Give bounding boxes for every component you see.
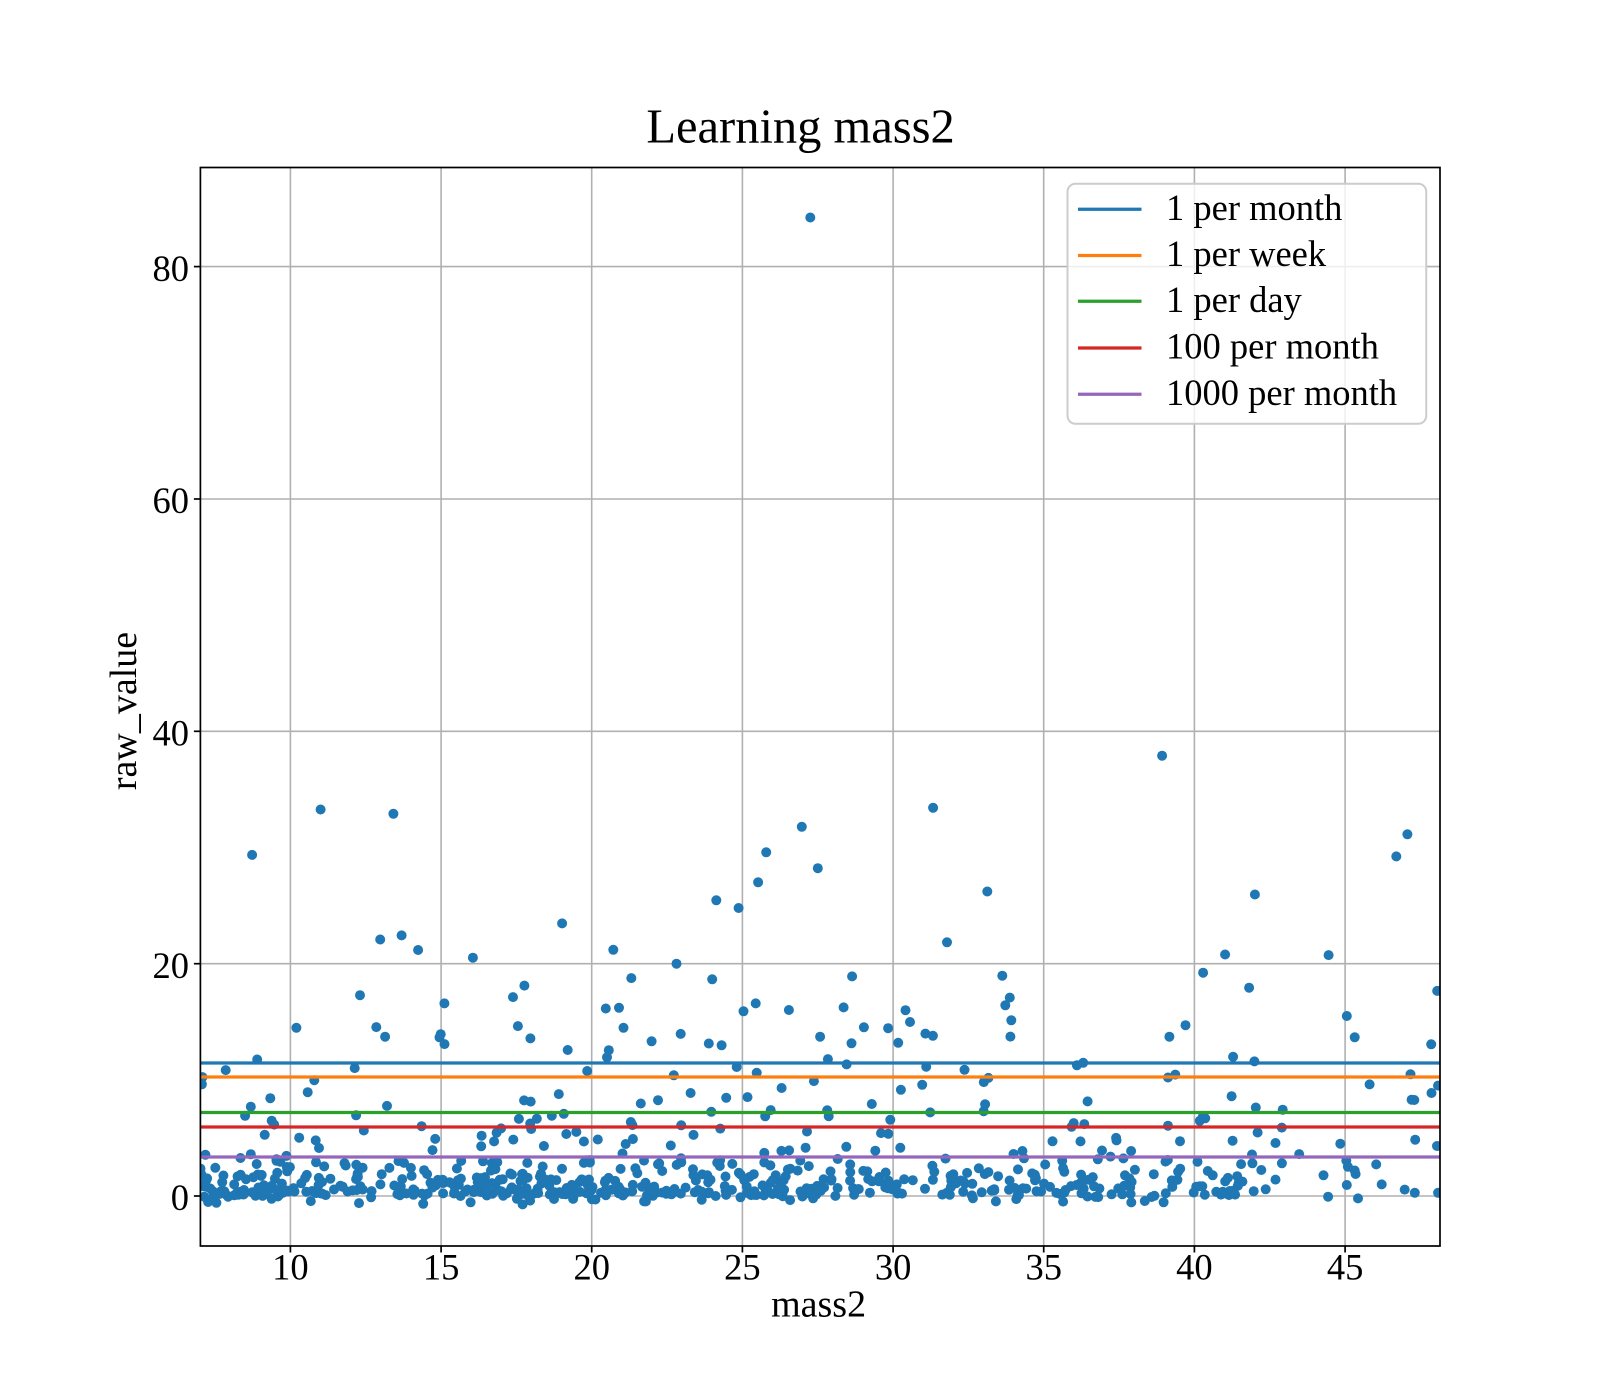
svg-text:60: 60 [153, 480, 190, 521]
svg-text:35: 35 [1025, 1247, 1062, 1288]
svg-text:1 per month: 1 per month [1166, 187, 1342, 228]
svg-text:30: 30 [875, 1247, 912, 1288]
svg-text:20: 20 [573, 1247, 610, 1288]
svg-text:1000 per month: 1000 per month [1166, 372, 1397, 413]
svg-text:raw_value: raw_value [103, 632, 145, 790]
svg-text:45: 45 [1327, 1247, 1364, 1288]
svg-text:mass2: mass2 [771, 1284, 866, 1326]
svg-text:25: 25 [724, 1247, 761, 1288]
svg-text:40: 40 [1176, 1247, 1213, 1288]
svg-text:1 per week: 1 per week [1166, 233, 1327, 274]
svg-text:40: 40 [153, 713, 190, 754]
svg-text:1 per day: 1 per day [1166, 279, 1303, 320]
svg-text:100 per month: 100 per month [1166, 326, 1379, 367]
svg-text:10: 10 [272, 1247, 309, 1288]
svg-text:80: 80 [153, 248, 190, 289]
svg-text:0: 0 [171, 1177, 189, 1218]
svg-text:20: 20 [153, 945, 190, 986]
svg-text:Learning mass2: Learning mass2 [646, 101, 954, 154]
svg-text:15: 15 [423, 1247, 460, 1288]
